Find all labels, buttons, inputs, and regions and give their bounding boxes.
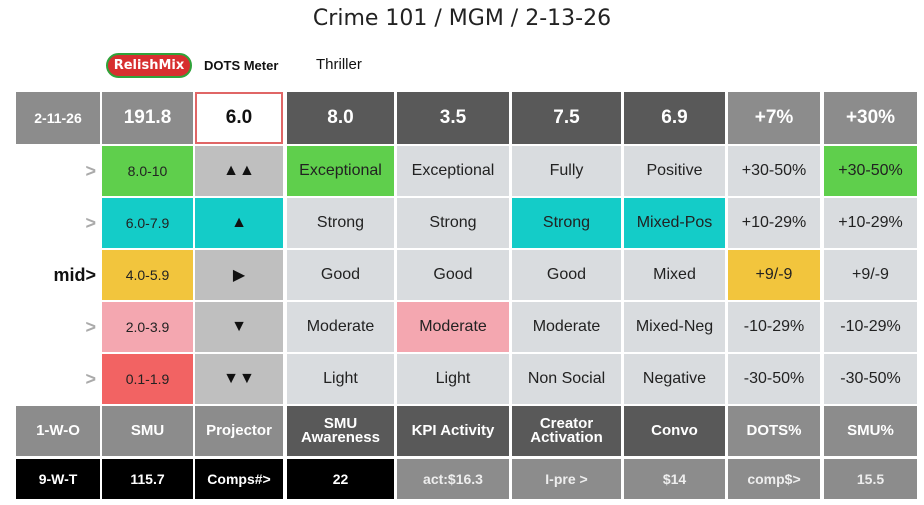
bottom-w: 9-W-T [16,459,100,499]
kpi-cell: Strong [397,198,509,248]
row-label: > [85,160,96,181]
scale-cell: 0.1-1.9 [102,354,193,404]
footer-smu-pct: SMU% [824,406,917,456]
dots-meter-label: DOTS Meter [204,58,279,73]
bottom-smu-pct: 15.5 [824,459,917,499]
creator-cell: Good [512,250,621,300]
kpi-cell: Exceptional [397,146,509,196]
dots-pct-cell: +9/-9 [728,250,820,300]
footer-awareness: SMU Awareness [287,406,394,456]
footer-creator: Creator Activation [512,406,621,456]
scale-cell: 6.0-7.9 [102,198,193,248]
convo-cell: Mixed-Pos [624,198,725,248]
smu-score: 191.8 [102,92,193,144]
bottom-creator: I-pre > [512,459,621,499]
right-arrow-icon: ▶ [195,250,283,300]
convo-cell: Mixed-Neg [624,302,725,352]
bottom-projector: Comps#> [195,459,283,499]
bottom-awareness: 22 [287,459,394,499]
convo-score: 6.9 [624,92,725,144]
scale-cell: 8.0-10 [102,146,193,196]
dots-pct-score: +7% [728,92,820,144]
convo-cell: Positive [624,146,725,196]
bottom-kpi: act:$16.3 [397,459,509,499]
footer-projector: Projector [195,406,283,456]
awareness-cell: Good [287,250,394,300]
creator-cell: Non Social [512,354,621,404]
bottom-smu: 115.7 [102,459,193,499]
awareness-score: 8.0 [287,92,394,144]
footer-smu: SMU [102,406,193,456]
relishmix-logo: RelishMix [106,53,192,78]
footer-kpi: KPI Activity [397,406,509,456]
double-up-arrow-icon: ▲▲ [195,146,283,196]
creator-score: 7.5 [512,92,621,144]
kpi-cell: Light [397,354,509,404]
creator-cell: Fully [512,146,621,196]
scale-cell: 2.0-3.9 [102,302,193,352]
smu-pct-cell: -10-29% [824,302,917,352]
bottom-convo: $14 [624,459,725,499]
awareness-cell: Light [287,354,394,404]
smu-pct-cell: +30-50% [824,146,917,196]
awareness-cell: Exceptional [287,146,394,196]
scale-cell: 4.0-5.9 [102,250,193,300]
smu-pct-cell: +10-29% [824,198,917,248]
page-title: Crime 101 / MGM / 2-13-26 [312,6,612,31]
dots-pct-cell: +30-50% [728,146,820,196]
genre-label: Thriller [316,56,362,73]
creator-cell: Moderate [512,302,621,352]
convo-cell: Mixed [624,250,725,300]
footer-convo: Convo [624,406,725,456]
footer-w: 1-W-O [16,406,100,456]
bottom-dots-pct: comp$> [728,459,820,499]
awareness-cell: Strong [287,198,394,248]
kpi-score: 3.5 [397,92,509,144]
down-arrow-icon: ▼ [195,302,283,352]
smu-pct-score: +30% [824,92,917,144]
row-label: > [85,316,96,337]
date-cell: 2-11-26 [16,92,100,144]
dots-meter-score: 6.0 [195,92,283,144]
double-down-arrow-icon: ▼▼ [195,354,283,404]
kpi-cell: Good [397,250,509,300]
row-label: > [85,212,96,233]
row-label-mid: mid> [53,264,96,285]
dots-pct-cell: -10-29% [728,302,820,352]
dots-pct-cell: -30-50% [728,354,820,404]
up-arrow-icon: ▲ [195,198,283,248]
dots-pct-cell: +10-29% [728,198,820,248]
kpi-cell: Moderate [397,302,509,352]
row-label: > [85,368,96,389]
awareness-cell: Moderate [287,302,394,352]
convo-cell: Negative [624,354,725,404]
smu-pct-cell: +9/-9 [824,250,917,300]
smu-pct-cell: -30-50% [824,354,917,404]
footer-dots-pct: DOTS% [728,406,820,456]
creator-cell: Strong [512,198,621,248]
